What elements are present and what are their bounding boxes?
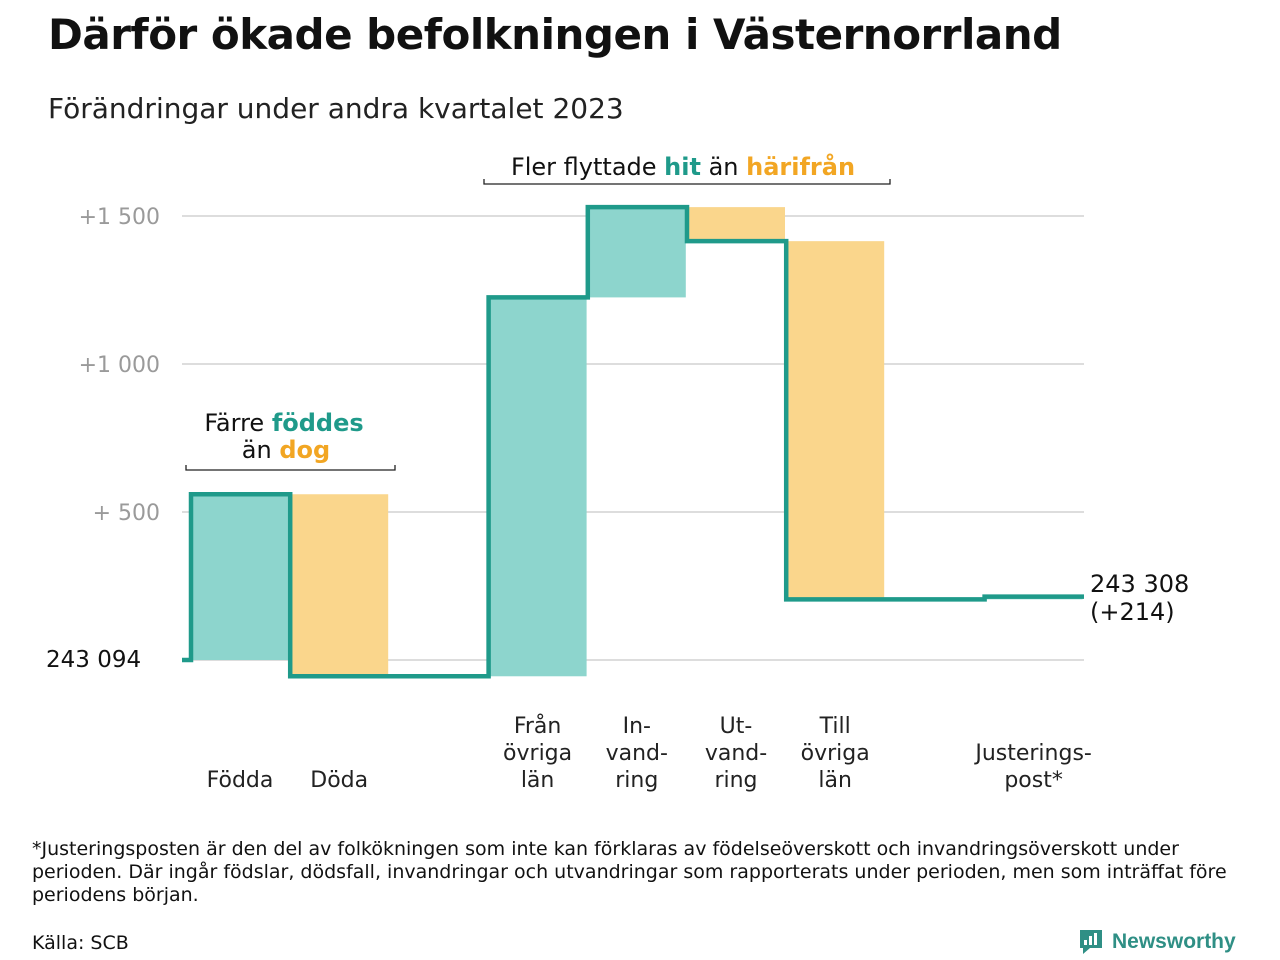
source-note: Källa: SCB <box>32 932 129 954</box>
births-annotation-line1: Färre föddes <box>204 409 363 437</box>
brand-name: Newsworthy <box>1112 930 1236 953</box>
category-label: vand- <box>705 741 767 766</box>
category-label: Från <box>514 713 562 739</box>
category-label: post* <box>1004 768 1063 793</box>
bars <box>191 207 1083 677</box>
waterfall-chart: + 500+1 000+1 500 Födda DödaFrånövrigalän… <box>46 152 1189 793</box>
migration-annotation-text: Fler flyttade hit än härifrån <box>511 152 855 181</box>
increase-bar <box>488 297 587 677</box>
end-change-label: (+214) <box>1090 598 1175 626</box>
category-label: ring <box>615 768 658 793</box>
category-label: övriga <box>503 741 572 766</box>
category-label: övriga <box>801 741 870 766</box>
newsworthy-logo-icon <box>1080 930 1102 954</box>
footnote: *Justeringsposten är den del av folkökni… <box>32 838 1227 906</box>
births-annotation: Färre föddes än dog <box>185 409 396 471</box>
start-value-label: 243 094 <box>46 647 141 673</box>
category-label: Justerings- <box>973 741 1092 766</box>
category-label: Födda <box>207 768 274 793</box>
increase-bar <box>587 207 686 298</box>
end-value-label: 243 308 <box>1090 570 1189 598</box>
category-label: län <box>521 768 555 793</box>
step-line <box>182 204 1084 679</box>
decrease-bar <box>290 494 389 677</box>
category-labels: Födda DödaFrånövrigalänIn-vand-ringUt-van… <box>207 713 1092 793</box>
migration-annotation: Fler flyttade hit än härifrån <box>483 152 891 185</box>
brand-logo: Newsworthy <box>1078 928 1236 956</box>
increase-bar <box>191 494 289 660</box>
category-label: vand- <box>606 741 668 766</box>
y-axis-ticks: + 500 +1 000 +1 500 <box>79 205 160 526</box>
category-label: In- <box>623 714 651 739</box>
category-label: ring <box>714 768 757 793</box>
decrease-bar <box>786 241 885 600</box>
births-bracket <box>185 465 396 471</box>
migration-bracket <box>483 179 891 185</box>
cumulative-step-line <box>182 204 1084 679</box>
category-label: Döda <box>310 768 368 793</box>
category-label: Till <box>819 714 851 739</box>
y-tick-label: +1 500 <box>79 205 160 230</box>
y-tick-label: +1 000 <box>79 353 160 378</box>
y-tick-label: + 500 <box>93 501 160 526</box>
births-annotation-line2: än dog <box>242 436 330 464</box>
category-label: Ut- <box>720 714 753 739</box>
category-label: län <box>818 768 852 793</box>
chart-title: Därför ökade befolkningen i Västernorrla… <box>48 10 1062 59</box>
decrease-bar <box>687 207 785 242</box>
chart-subtitle: Förändringar under andra kvartalet 2023 <box>48 92 624 125</box>
